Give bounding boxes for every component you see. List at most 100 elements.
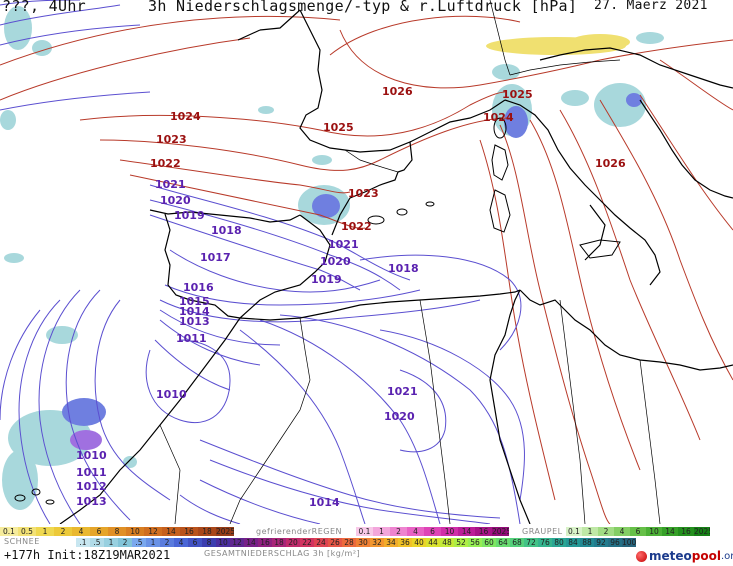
legend-cell: 1: [104, 538, 118, 547]
legend-cell: 84: [566, 538, 580, 547]
isobar-label-low: 1012: [76, 480, 107, 493]
isobar-label-low: 1019: [174, 209, 205, 222]
precipitation-areas: [0, 6, 664, 510]
isobar-label-high: 1025: [502, 88, 533, 101]
isobar-label-low: 1011: [176, 332, 207, 345]
legend-cell: 72: [524, 538, 538, 547]
isobar-label-low: 1013: [179, 315, 210, 328]
legend-cell: 4: [407, 527, 424, 536]
isobar-label-low: 1010: [76, 449, 107, 462]
country-borders: [159, 0, 661, 525]
legend-cell: 4: [72, 527, 90, 536]
legend-cell: 64: [496, 538, 510, 547]
legend-cell: 2: [160, 538, 174, 547]
isobar-label-high: 1024: [483, 111, 514, 124]
legend-cell: 26: [328, 538, 342, 547]
legend-cell: 16: [475, 527, 492, 536]
legend-cell: 30: [356, 538, 370, 547]
isobar-label-high: 1022: [150, 157, 181, 170]
model-run-info: +177h Init:18Z19MAR2021: [4, 548, 171, 562]
legend-cell: 0.1: [356, 527, 373, 536]
legend-cell: 1: [146, 538, 160, 547]
legend-cell: 8: [202, 538, 216, 547]
legend-cell: 100: [622, 538, 636, 547]
legend-cell: 2025+: [492, 527, 509, 536]
legend-cell: 2025+: [694, 527, 710, 536]
legend-cell: 40: [412, 538, 426, 547]
legend-cell: 52: [454, 538, 468, 547]
legend-cell: 2: [54, 527, 72, 536]
legend-cell: 22: [300, 538, 314, 547]
isobar-label-high: 1024: [170, 110, 201, 123]
isobar-label-low: 1015: [179, 295, 210, 308]
legend-cell: 24: [314, 538, 328, 547]
legend-cell: 0.5: [18, 527, 36, 536]
legend-cell: 80: [552, 538, 566, 547]
legend-cell: 60: [482, 538, 496, 547]
legend-cell: 4: [614, 527, 630, 536]
forecast-date: 27. Maerz 2021: [594, 0, 708, 13]
legend-cell: .5: [132, 538, 146, 547]
legend-cell: 1: [36, 527, 54, 536]
legend-cell: 92: [594, 538, 608, 547]
isobar-label-high: 1022: [341, 220, 372, 233]
legend-cell: 68: [510, 538, 524, 547]
legend-cell: 12: [230, 538, 244, 547]
legend-cell: 8: [108, 527, 126, 536]
isobar-label-low: 1013: [76, 495, 107, 508]
legend-cell: 1: [373, 527, 390, 536]
legend-cell: .1: [76, 538, 90, 547]
isobar-label-high: 1025: [323, 121, 354, 134]
legend-cell: 14: [162, 527, 180, 536]
legend-cell: 2025+: [216, 527, 234, 536]
legend-cell: 0.1: [0, 527, 18, 536]
legend-cell: 32: [370, 538, 384, 547]
legend-cell: 16: [180, 527, 198, 536]
isobar-label-low: 1020: [160, 194, 191, 207]
legend-cell: 76: [538, 538, 552, 547]
legend-cell: 56: [468, 538, 482, 547]
legend-cell: 96: [608, 538, 622, 547]
legend-cell: 2: [390, 527, 407, 536]
isobar-label-low: 1010: [156, 388, 187, 401]
map-title: 3h Niederschlagsmenge/-typ & r.Luftdruck…: [148, 0, 578, 15]
legend-cell: 48: [440, 538, 454, 547]
legend-cell: 6: [90, 527, 108, 536]
islands: [14, 117, 621, 505]
legend-cell: 28: [342, 538, 356, 547]
isobar-label-low: 1019: [311, 273, 342, 286]
legend-total-bar: .1.5 1 2.5 1 2 4 6 8 10 12 14 16 18 20 22 24 26 28 30 32 34 3…: [76, 538, 636, 547]
isobar-label-low: 1018: [388, 262, 419, 275]
legend-cell: 6: [630, 527, 646, 536]
legend-cell: 14: [662, 527, 678, 536]
legend-cell: 14: [244, 538, 258, 547]
legend-cell: 34: [384, 538, 398, 547]
logo-text-meteo: meteo: [649, 549, 692, 563]
isobars-high: [0, 15, 733, 525]
isobar-label-low: 1016: [183, 281, 214, 294]
isobar-label-low: 1020: [384, 410, 415, 423]
isobar-label-low: 1021: [328, 238, 359, 251]
isobar-label-high: 1023: [156, 133, 187, 146]
legend-cell: 10: [441, 527, 458, 536]
legend-cell: 16: [678, 527, 694, 536]
legend-cell: 2: [118, 538, 132, 547]
legend-cell: 10: [216, 538, 230, 547]
isobars-low: [0, 0, 525, 525]
isobar-label-low: 1014: [309, 496, 340, 509]
meteopool-logo: meteo pool .org: [636, 549, 733, 563]
legend-cell: 88: [580, 538, 594, 547]
isobar-label-low: 1017: [200, 251, 231, 264]
legend-total-label: GESAMTNIEDERSCHLAG 3h [kg/m²]: [204, 549, 361, 558]
legend-cell: 4: [174, 538, 188, 547]
legend-cell: 18: [198, 527, 216, 536]
legend-cell: 2: [598, 527, 614, 536]
logo-text-pool: pool: [691, 549, 721, 563]
isobar-label-high: 1026: [382, 85, 413, 98]
legend-cell: 44: [426, 538, 440, 547]
logo-dot-icon: [636, 550, 647, 562]
legend-cell: 16: [258, 538, 272, 547]
